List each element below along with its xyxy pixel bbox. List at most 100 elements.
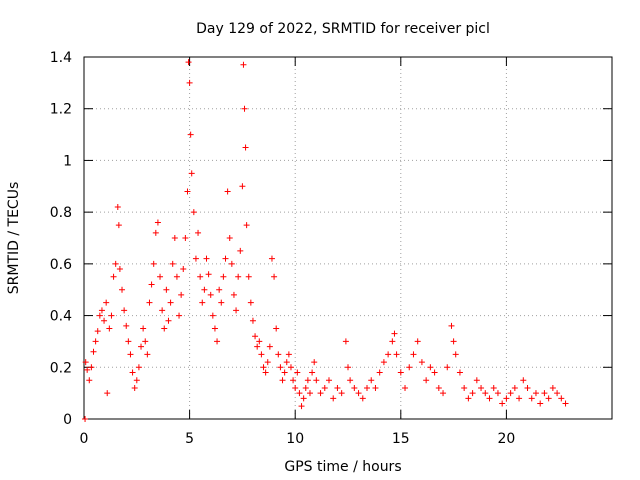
data-point	[450, 338, 457, 345]
data-point	[82, 359, 89, 366]
data-point	[516, 395, 523, 402]
data-point	[249, 317, 256, 324]
data-point	[541, 390, 548, 397]
data-point	[127, 351, 134, 358]
data-point	[101, 317, 108, 324]
data-point	[171, 235, 178, 241]
data-point	[220, 273, 227, 280]
data-point	[92, 338, 99, 345]
y-tick-label: 0	[63, 412, 72, 428]
data-point	[558, 395, 565, 402]
data-point	[414, 338, 421, 345]
data-point	[230, 291, 237, 298]
data-point	[300, 395, 307, 402]
data-point	[84, 366, 91, 373]
data-point	[173, 273, 180, 280]
data-point	[306, 390, 313, 397]
data-point	[273, 325, 280, 332]
data-point	[154, 219, 161, 226]
data-point	[103, 299, 110, 306]
data-point	[260, 364, 267, 371]
data-point	[142, 338, 149, 345]
data-point	[440, 390, 447, 397]
data-point	[121, 307, 128, 314]
data-point	[393, 351, 400, 358]
data-point	[562, 400, 569, 407]
data-point	[549, 384, 556, 391]
data-point	[135, 364, 142, 371]
data-point	[218, 299, 225, 306]
data-point	[402, 384, 409, 391]
data-point	[169, 260, 176, 267]
data-point	[116, 266, 123, 273]
data-point	[203, 255, 210, 262]
data-point	[256, 338, 263, 345]
data-point	[112, 260, 119, 267]
data-point	[108, 312, 115, 319]
data-point	[241, 105, 248, 112]
data-point	[167, 299, 174, 306]
data-point	[507, 390, 514, 397]
data-point	[144, 351, 151, 358]
data-point	[389, 338, 396, 345]
data-point	[372, 384, 379, 391]
axis-ticks: 0 0.2 0.4 0.6 0.8 1 1.2 1.4 0 5 10 15 20	[50, 50, 612, 447]
data-point	[240, 61, 247, 68]
data-point	[182, 235, 189, 241]
y-tick-label: 0.4	[50, 309, 72, 325]
data-point	[131, 384, 138, 391]
data-point	[82, 416, 89, 422]
data-point	[283, 359, 290, 366]
data-point	[195, 229, 202, 236]
data-point	[427, 364, 434, 371]
data-point	[351, 384, 358, 391]
data-point	[264, 359, 271, 366]
data-point	[146, 299, 153, 306]
data-point	[110, 273, 117, 280]
data-point	[325, 377, 332, 384]
chart-title: Day 129 of 2022, SRMTID for receiver pic…	[196, 21, 490, 37]
data-point	[537, 400, 544, 407]
data-point	[406, 364, 413, 371]
data-point	[152, 229, 159, 236]
x-tick-label: 0	[80, 431, 89, 447]
data-point	[444, 364, 451, 371]
data-point	[157, 273, 164, 280]
data-point	[524, 384, 531, 391]
data-point	[298, 403, 305, 410]
y-tick-label: 0.6	[50, 257, 72, 273]
x-tick-label: 20	[497, 431, 515, 447]
data-point	[364, 384, 371, 391]
data-point	[205, 271, 212, 278]
plot-frame	[83, 56, 613, 420]
data-point	[338, 390, 345, 397]
data-point	[490, 384, 497, 391]
data-point	[106, 325, 113, 332]
data-point	[123, 322, 130, 329]
data-point	[277, 364, 284, 371]
data-point	[186, 79, 193, 86]
data-point	[192, 255, 199, 262]
y-tick-label: 0.2	[50, 360, 72, 376]
data-point	[465, 395, 472, 402]
data-point	[176, 312, 183, 319]
data-point	[94, 328, 101, 335]
data-point	[242, 144, 249, 151]
data-points	[82, 59, 569, 422]
data-point	[188, 170, 195, 177]
data-point	[385, 351, 392, 358]
data-point	[226, 235, 233, 241]
data-point	[180, 266, 187, 273]
data-point	[380, 359, 387, 366]
data-point	[376, 369, 383, 376]
data-point	[448, 322, 455, 329]
data-point	[321, 384, 328, 391]
data-point	[478, 384, 485, 391]
data-point	[461, 384, 468, 391]
data-point	[96, 312, 103, 319]
data-point	[233, 307, 240, 314]
data-point	[207, 291, 214, 298]
data-point	[275, 351, 282, 358]
data-point	[199, 299, 206, 306]
data-point	[184, 188, 191, 195]
